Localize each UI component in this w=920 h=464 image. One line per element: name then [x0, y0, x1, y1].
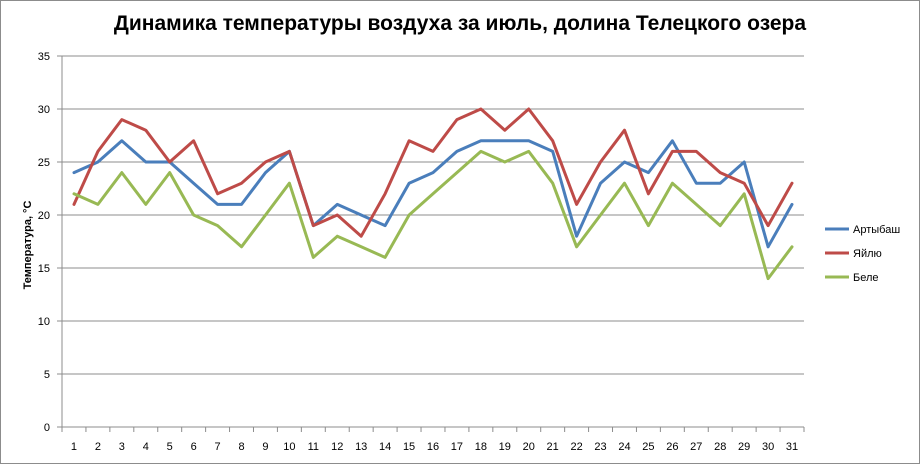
x-tick-label: 31: [786, 441, 798, 453]
x-tick-label: 13: [355, 441, 367, 453]
x-tick-label: 3: [119, 441, 125, 453]
x-tick-label: 7: [215, 441, 221, 453]
x-tick-labels: 1 2 3 4 5 6 7 8 9 10 11 12 13 14 15 16 17 18 19 20 21 22 23 24 2…: [71, 441, 798, 453]
x-tick-label: 28: [714, 441, 726, 453]
axes: [61, 56, 805, 432]
x-tick-label: 4: [143, 441, 149, 453]
series-line-2: [72, 149, 794, 281]
gridlines: [57, 55, 804, 428]
x-tick-label: 22: [570, 441, 582, 453]
x-tick-label: 18: [475, 441, 487, 453]
legend: Артыбаш Яйлю Беле: [825, 224, 900, 284]
x-tick-label: 5: [167, 441, 173, 453]
x-tick-label: 9: [262, 441, 268, 453]
x-tick-label: 2: [95, 441, 101, 453]
legend-label: Яйлю: [853, 248, 882, 260]
y-tick-label: 15: [38, 263, 50, 275]
x-tick-label: 8: [238, 441, 244, 453]
y-tick-label: 10: [38, 316, 50, 328]
series-line-1: [72, 107, 794, 238]
x-tick-label: 1: [71, 441, 77, 453]
x-tick-label: 21: [547, 441, 559, 453]
y-tick-label: 5: [44, 369, 50, 381]
chart-title: Динамика температуры воздуха за июль, до…: [113, 12, 807, 35]
series-line-0: [72, 139, 794, 249]
x-tick-label: 19: [499, 441, 511, 453]
x-tick-label: 6: [191, 441, 197, 453]
x-tick-label: 15: [403, 441, 415, 453]
legend-label: Артыбаш: [853, 224, 900, 236]
x-tick-label: 16: [427, 441, 439, 453]
x-tick-label: 23: [594, 441, 606, 453]
x-tick-label: 17: [451, 441, 463, 453]
x-tick-label: 14: [379, 441, 391, 453]
x-tick-label: 11: [308, 441, 319, 453]
y-tick-label: 25: [38, 157, 50, 169]
y-axis-label: Температура, °C: [22, 201, 34, 290]
x-tick-label: 30: [762, 441, 774, 453]
x-tick-label: 12: [331, 441, 343, 453]
legend-label: Беле: [853, 272, 879, 284]
x-tick-label: 10: [283, 441, 295, 453]
x-tick-label: 24: [618, 441, 630, 453]
x-tick-label: 27: [690, 441, 702, 453]
y-tick-label: 30: [38, 104, 50, 116]
x-tick-label: 25: [642, 441, 654, 453]
y-tick-label: 35: [38, 51, 50, 63]
y-tick-labels: 0 5 10 15 20 25 30 35: [38, 51, 50, 434]
x-tick-label: 29: [738, 441, 750, 453]
y-tick-label: 20: [38, 210, 50, 222]
x-tick-label: 26: [666, 441, 678, 453]
series-lines: [72, 107, 794, 281]
y-tick-label: 0: [44, 422, 50, 434]
x-tick-label: 20: [523, 441, 535, 453]
